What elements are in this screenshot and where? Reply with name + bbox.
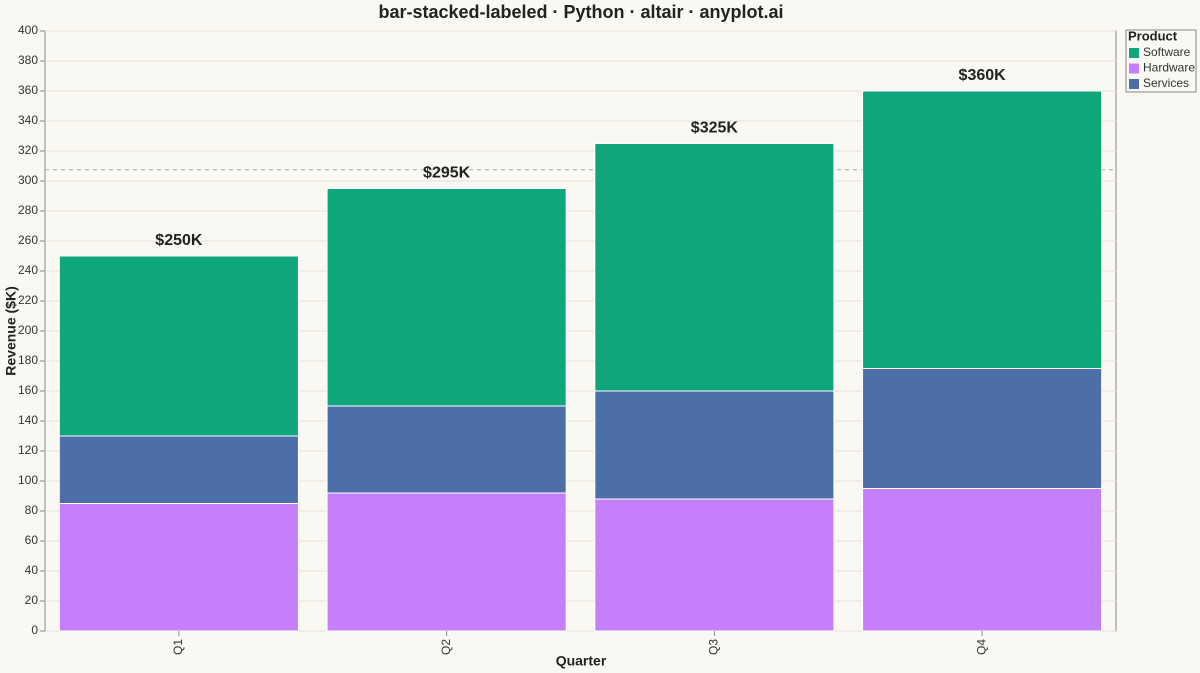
y-tick-label: 80 <box>25 503 39 517</box>
bar-segment <box>862 368 1103 489</box>
bar-segment <box>58 503 299 632</box>
y-tick-label: 380 <box>18 53 38 67</box>
y-tick-label: 0 <box>31 623 38 637</box>
legend-title: Product <box>1128 28 1178 43</box>
legend-swatch <box>1129 63 1139 74</box>
y-tick-label: 240 <box>18 263 38 277</box>
y-tick-label: 320 <box>18 143 38 157</box>
bar-segment <box>58 255 299 437</box>
y-tick-label: 180 <box>18 353 38 367</box>
legend-swatch <box>1129 48 1139 58</box>
bar-segment <box>862 90 1103 369</box>
x-tick-label: Q2 <box>439 639 453 655</box>
bar-segment <box>862 488 1103 632</box>
y-tick-label: 20 <box>25 593 39 607</box>
y-tick-label: 140 <box>18 413 38 427</box>
y-tick-label: 300 <box>18 173 38 187</box>
y-axis-title: Revenue ($K) <box>3 286 19 375</box>
legend-label: Hardware <box>1143 61 1195 75</box>
x-tick-label: Q4 <box>974 639 988 655</box>
x-tick-label: Q1 <box>171 639 185 655</box>
bar-segment <box>326 492 567 632</box>
bar-segment <box>326 188 567 407</box>
y-tick-label: 340 <box>18 113 38 127</box>
legend-swatch <box>1129 79 1139 89</box>
y-tick-label: 100 <box>18 473 38 487</box>
bar-segment <box>58 435 299 504</box>
y-tick-label: 40 <box>25 563 39 577</box>
y-tick-label: 260 <box>18 233 38 247</box>
total-label: $325K <box>691 120 739 137</box>
y-tick-label: 160 <box>18 383 38 397</box>
x-tick-label: Q3 <box>707 639 721 655</box>
y-tick-label: 360 <box>18 83 38 97</box>
y-tick-label: 220 <box>18 293 38 307</box>
y-tick-label: 200 <box>18 323 38 337</box>
y-tick-label: 60 <box>25 533 39 547</box>
legend-label: Services <box>1143 76 1189 90</box>
bar-segment <box>326 405 567 494</box>
chart-title: bar-stacked-labeled · Python · altair · … <box>378 2 783 22</box>
total-label: $360K <box>959 67 1007 84</box>
bar-segment <box>594 390 835 500</box>
x-axis-title: Quarter <box>556 653 607 669</box>
y-tick-label: 280 <box>18 203 38 217</box>
y-tick-label: 120 <box>18 443 38 457</box>
total-label: $295K <box>423 165 471 182</box>
total-label: $250K <box>155 232 203 249</box>
bar-segment <box>594 498 835 632</box>
legend-label: Software <box>1143 45 1191 59</box>
bar-segment <box>594 143 835 392</box>
y-tick-label: 400 <box>18 23 38 37</box>
